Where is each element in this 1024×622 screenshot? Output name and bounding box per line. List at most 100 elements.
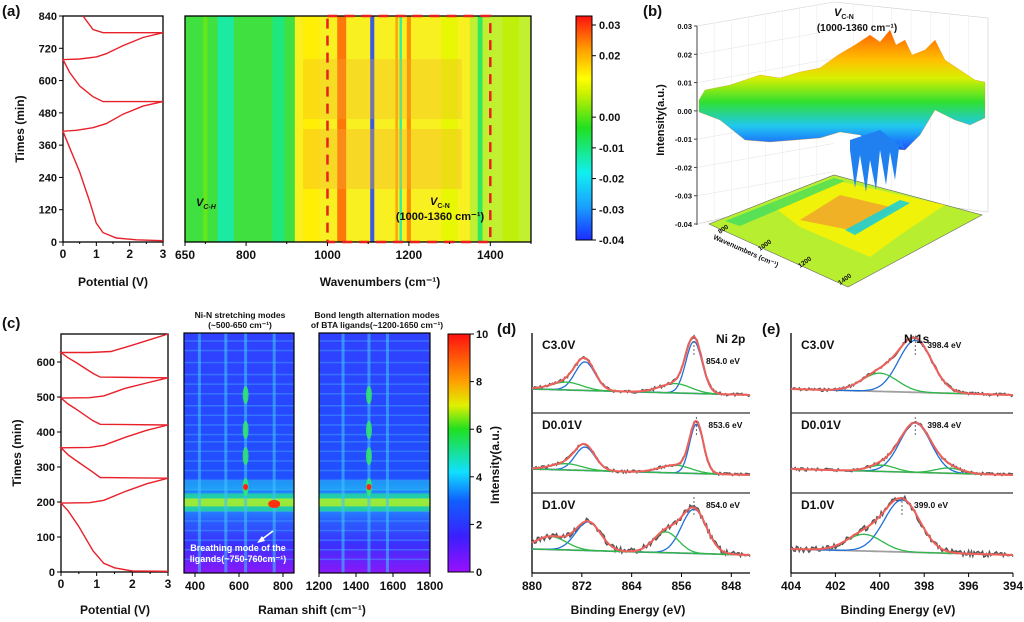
peak-spot — [242, 447, 249, 465]
panel-b-3d-surface: 0.03 0.02 0.01 0.00 -0.01 -0.02 -0.03 -0.04 Int… — [655, 1, 989, 288]
heatmap-band — [441, 16, 458, 242]
floor-band-cyan — [845, 200, 910, 235]
x-tick-label: 864 — [622, 579, 642, 593]
colorbar-tick-label: -0.04 — [599, 235, 625, 247]
heatmap-row — [319, 349, 430, 352]
y-tick-label: 100 — [37, 532, 55, 544]
fit-envelope-line — [531, 506, 750, 556]
colorbar-tick-label: 0.00 — [599, 112, 620, 124]
spectrum-D1.0V: D1.0V 854.0 eV — [531, 497, 751, 559]
y-tick-label: 200 — [37, 497, 55, 509]
x-axis-label: Binding Energy (eV) — [841, 603, 956, 617]
heatmap-row — [184, 340, 294, 342]
x-tick-label: 1800 — [417, 579, 444, 593]
x-tick-label: 402 — [825, 579, 845, 593]
panel-label-c: (c) — [2, 315, 20, 332]
heatmap-row — [319, 520, 430, 522]
peak-spot — [365, 421, 372, 439]
peak-line — [224, 333, 228, 573]
x-tick-label: 1 — [93, 577, 100, 591]
title-n1s: N 1s — [904, 332, 930, 346]
heatmap-row — [184, 460, 294, 462]
heatmap-row — [319, 405, 430, 407]
peak-line — [272, 333, 276, 573]
panel-c-heatmap-bla: 1200 1400 1600 1800 Bond length alternation… — [258, 310, 444, 617]
colorbar-gradient — [575, 15, 593, 241]
heatmap-band — [406, 16, 411, 242]
y-axis-label: Times (min) — [10, 419, 24, 486]
annotation-vcn-subscript: C-N — [437, 203, 449, 210]
y-tick-label: 0 — [49, 567, 55, 579]
title-line-1: Bond length alternation modes — [314, 310, 439, 320]
y-tick-label: 360 — [39, 140, 57, 152]
x-tick-label: 398 — [914, 579, 934, 593]
heatmap-row — [319, 539, 430, 541]
fit-envelope-line — [791, 336, 1013, 396]
y-tick-label: 300 — [37, 462, 55, 474]
heatmap-row — [319, 558, 430, 561]
heatmap-band — [203, 16, 208, 242]
y-tick-label: 400 — [37, 427, 55, 439]
peak-hotspot — [366, 484, 372, 490]
spectrum-label: D0.01V — [801, 418, 841, 432]
heatmap-row — [184, 383, 294, 385]
colorbar-tick-label: 4 — [476, 472, 483, 484]
panel-a-heatmap: 650 800 1000 1200 1400 VC-H VC-N (1000-1360 … — [175, 14, 532, 289]
z-tick-label: 0.00 — [677, 107, 692, 116]
colorbar-tick-label: -0.01 — [599, 143, 624, 155]
heatmap-band — [477, 16, 483, 242]
x-tick-label: 856 — [671, 579, 691, 593]
fit-envelope-line — [791, 421, 1013, 476]
panel-a-voltage-profile: 0 1 2 3 0 120 240 360 480 600 720 840 Times (min) P… — [13, 11, 167, 289]
peak-line — [341, 333, 345, 573]
annotation-vcn-range: (1000-1360 cm⁻¹) — [396, 211, 485, 223]
x-tick-label: 1400 — [477, 248, 504, 262]
peak-energy-label: 854.0 eV — [706, 500, 740, 510]
x-tick-label: 400 — [185, 579, 205, 593]
heatmap-row — [184, 393, 294, 395]
x-tick-label: 800 — [236, 248, 256, 262]
panel-label-a: (a) — [2, 3, 20, 20]
heatmap-band — [272, 16, 285, 242]
heatmap-band-upper — [319, 480, 430, 491]
heatmap-row — [184, 373, 294, 376]
series-line-charge-discharge — [58, 333, 169, 572]
x-axis-label: Wavenumbers (cm⁻¹) — [320, 275, 441, 289]
y-tick-label: 120 — [39, 205, 57, 217]
peak-energy-label: 854.0 eV — [706, 356, 740, 366]
x-axis-label: Raman shift (cm⁻¹) — [258, 603, 366, 617]
z-tick-label: 0.02 — [677, 50, 692, 59]
title-line-1: Ni-N stretching modes — [195, 310, 286, 320]
y-tick-label: 720 — [39, 43, 57, 55]
peak-spot — [365, 386, 372, 404]
annotation-breathing-line-1: Breathing mode of the — [190, 543, 286, 553]
heatmap-row — [319, 393, 430, 395]
y-tick-label: 500 — [37, 392, 55, 404]
panel-d-xps-ni2p: C3.0V 854.0 eV D0.01V 853.6 eV D1.0V 854.0 eV… — [488, 332, 751, 617]
title-line-2: (~500-650 cm⁻¹) — [208, 320, 272, 330]
x-tick-label: 800 — [273, 579, 293, 593]
colorbar-tick-label: 10 — [476, 329, 488, 341]
heatmap-band — [303, 16, 320, 242]
y-tick-label: 600 — [39, 76, 57, 88]
heatmap-row — [319, 549, 430, 551]
panel-label-e: (e) — [762, 321, 780, 338]
heatmap-row — [184, 549, 294, 551]
axes-frame — [318, 332, 431, 574]
peak-spot — [365, 447, 372, 465]
peak-hotspot-breathing — [268, 500, 281, 508]
y-tick-label: 600 — [37, 357, 55, 369]
x-tick-label: 0 — [58, 577, 65, 591]
title-ni2p: Ni 2p — [716, 332, 745, 346]
annotation-vch-subscript: C-H — [203, 204, 216, 211]
fit-envelope-line — [531, 336, 750, 396]
spectrum-label: C3.0V — [542, 338, 575, 352]
x-tick-label: 1600 — [380, 579, 407, 593]
heatmap-row — [319, 361, 430, 364]
heatmap-row — [319, 441, 430, 443]
y-tick-label: 480 — [39, 108, 57, 120]
colorbar-tick-label: 2 — [476, 519, 482, 531]
heatmap-band — [399, 16, 402, 242]
colorbar-tick-label: 6 — [476, 424, 482, 436]
x-tick-label: 394 — [1003, 579, 1023, 593]
